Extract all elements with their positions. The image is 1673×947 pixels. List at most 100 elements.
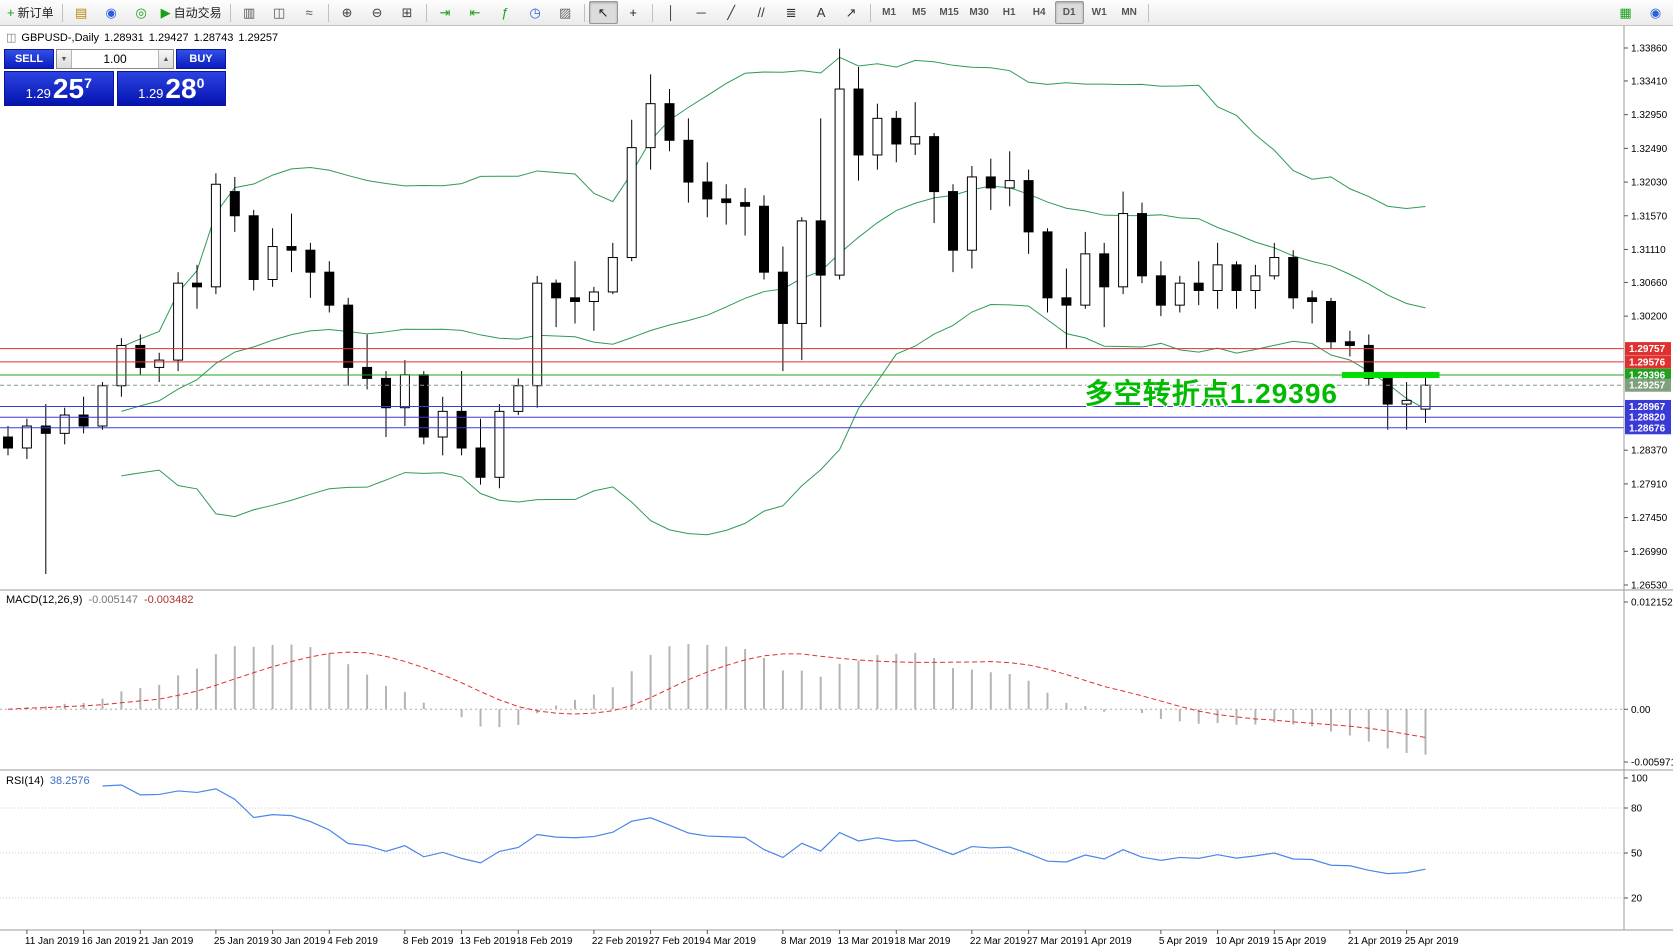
community-icon-glyph: ◉ <box>1649 5 1662 20</box>
trendline-icon-glyph: ╱ <box>727 5 736 20</box>
trendline-icon[interactable]: ╱ <box>717 1 746 24</box>
horizontal-line-icon[interactable]: ─ <box>687 1 716 24</box>
rsi-indicator-label: RSI(14) 38.2576 <box>6 775 90 787</box>
new-order-button[interactable]: + 新订单 <box>3 1 58 24</box>
timeframe-h4[interactable]: H4 <box>1025 1 1054 24</box>
channel-icon[interactable]: // <box>747 1 776 24</box>
chart-canvas[interactable]: 1.33860 1.33410 1.32950 1.32490 1.32030 1.315… <box>0 26 1673 947</box>
zoom-in-icon-glyph: ⊕ <box>341 5 353 20</box>
chart-shift-icon-glyph: ⇤ <box>469 5 481 20</box>
timeframe-mn-label: MN <box>1121 7 1137 18</box>
deposit-icon[interactable]: ▦ <box>1611 1 1640 24</box>
svg-text:1.29757: 1.29757 <box>1629 344 1666 355</box>
svg-text:1.32030: 1.32030 <box>1631 178 1668 189</box>
zoom-in-icon[interactable]: ⊕ <box>333 1 362 24</box>
crosshair-icon[interactable]: + <box>619 1 648 24</box>
community-icon[interactable]: ◉ <box>1641 1 1670 24</box>
svg-text:1.30200: 1.30200 <box>1631 312 1668 323</box>
sell-price-prefix: 1.29 <box>25 85 51 101</box>
text-icon[interactable]: A <box>807 1 836 24</box>
autotrading-button[interactable]: ▶ 自动交易 <box>157 1 226 24</box>
tile-windows-icon[interactable]: ⊞ <box>393 1 422 24</box>
chart-shift-icon[interactable]: ⇤ <box>461 1 490 24</box>
indicators-icon[interactable]: ƒ <box>491 1 520 24</box>
timeframe-m30[interactable]: M30 <box>965 1 994 24</box>
templates-icon[interactable]: ▨ <box>551 1 580 24</box>
ohlc-close: 1.29257 <box>238 31 279 44</box>
text-icon-glyph: A <box>816 5 826 20</box>
pivot-annotation: 多空转折点1.29396 <box>1084 378 1338 409</box>
auto-scroll-icon[interactable]: ⇥ <box>431 1 460 24</box>
svg-text:1.33410: 1.33410 <box>1631 76 1668 87</box>
cursor-icon[interactable]: ↖ <box>588 1 618 24</box>
toolbar-separator <box>327 3 329 22</box>
toolbar-separator <box>425 3 427 22</box>
toolbar-separator <box>583 3 585 22</box>
timeframe-m5[interactable]: M5 <box>905 1 934 24</box>
svg-text:1.27450: 1.27450 <box>1631 513 1668 524</box>
buy-price-big: 28 <box>165 73 197 104</box>
price-axis[interactable]: 1.33860 1.33410 1.32950 1.32490 1.32030 1.315… <box>1624 44 1668 592</box>
ohlc-open: 1.28931 <box>104 31 144 44</box>
navigator-icon-glyph: ◎ <box>135 5 147 20</box>
svg-text:1.31570: 1.31570 <box>1631 211 1668 222</box>
vertical-line-icon[interactable]: │ <box>657 1 686 24</box>
periods-icon[interactable]: ◷ <box>521 1 550 24</box>
support-line-1-price-box <box>1625 399 1671 413</box>
level-lines[interactable] <box>0 348 1624 429</box>
buy-button[interactable]: BUY <box>176 49 226 69</box>
macd-signal-value: -0.003482 <box>143 594 194 606</box>
rsi-value: 38.2576 <box>49 775 90 787</box>
ohlc-high: 1.29427 <box>148 31 189 44</box>
toolbar-separator <box>869 3 871 22</box>
timeframe-h4-label: H4 <box>1032 7 1046 18</box>
bollinger-bands <box>121 56 1426 536</box>
buy-price-panel[interactable]: 1.29 28 0 <box>116 71 226 106</box>
timeframe-w1[interactable]: W1 <box>1085 1 1114 24</box>
svg-text:21 Apr 2019: 21 Apr 2019 <box>1348 936 1402 947</box>
one-click-trade-panel: SELL ▼ 1.00 ▲ BUY 1.29 25 7 1.29 28 0 <box>4 49 226 106</box>
svg-text:1.28967: 1.28967 <box>1629 402 1666 413</box>
zoom-out-icon[interactable]: ⊖ <box>363 1 392 24</box>
svg-text:13 Mar 2019: 13 Mar 2019 <box>838 936 895 947</box>
svg-text:8 Mar 2019: 8 Mar 2019 <box>781 936 832 947</box>
timeframe-m1[interactable]: M1 <box>875 1 904 24</box>
volume-decrease-icon[interactable]: ▼ <box>57 50 72 68</box>
chart-header: ◫ GBPUSD-,Daily 1.28931 1.29427 1.28743 … <box>6 31 279 45</box>
charts-window-icon[interactable]: ▤ <box>67 1 96 24</box>
time-axis[interactable]: 11 Jan 2019 16 Jan 2019 21 Jan 2019 25 Jan … <box>25 930 1459 947</box>
svg-text:1.26990: 1.26990 <box>1631 547 1668 558</box>
timeframe-m30-label: M30 <box>969 7 989 18</box>
arrows-icon[interactable]: ↗ <box>837 1 866 24</box>
bar-chart-icon-glyph: ▥ <box>242 5 256 20</box>
timeframe-d1[interactable]: D1 <box>1054 1 1084 24</box>
svg-text:22 Feb 2019: 22 Feb 2019 <box>592 936 649 947</box>
sell-button[interactable]: SELL <box>4 49 54 69</box>
svg-text:1.28676: 1.28676 <box>1629 423 1666 434</box>
timeframe-m15[interactable]: M15 <box>935 1 964 24</box>
timeframe-h1[interactable]: H1 <box>995 1 1024 24</box>
market-watch-icon-glyph: ◉ <box>105 5 117 20</box>
svg-text:1.32490: 1.32490 <box>1631 144 1668 155</box>
fibonacci-icon[interactable]: ≣ <box>777 1 806 24</box>
timeframe-mn[interactable]: MN <box>1115 1 1144 24</box>
macd-pane: 0.012152 0.00 -0.005971 <box>0 598 1673 769</box>
candlestick-chart-icon[interactable]: ◫ <box>265 1 294 24</box>
buy-price-pip: 0 <box>196 75 205 91</box>
volume-increase-icon[interactable]: ▲ <box>158 50 173 68</box>
line-chart-icon[interactable]: ≈ <box>295 1 324 24</box>
svg-text:1.29257: 1.29257 <box>1629 381 1666 392</box>
svg-text:4 Feb 2019: 4 Feb 2019 <box>327 936 378 947</box>
bar-chart-icon[interactable]: ▥ <box>235 1 264 24</box>
candlestick-chart-icon-glyph: ◫ <box>272 5 286 20</box>
svg-text:16 Jan 2019: 16 Jan 2019 <box>82 936 137 947</box>
navigator-icon[interactable]: ◎ <box>127 1 156 24</box>
chart-symbol-title: GBPUSD-,Daily <box>21 31 100 44</box>
market-watch-icon[interactable]: ◉ <box>97 1 126 24</box>
sell-price-panel[interactable]: 1.29 25 7 <box>4 71 114 106</box>
svg-text:1.27910: 1.27910 <box>1631 479 1668 490</box>
volume-input[interactable]: 1.00 <box>103 52 127 66</box>
buy-price-prefix: 1.29 <box>138 85 164 101</box>
support-line-3-price-box <box>1625 421 1671 435</box>
